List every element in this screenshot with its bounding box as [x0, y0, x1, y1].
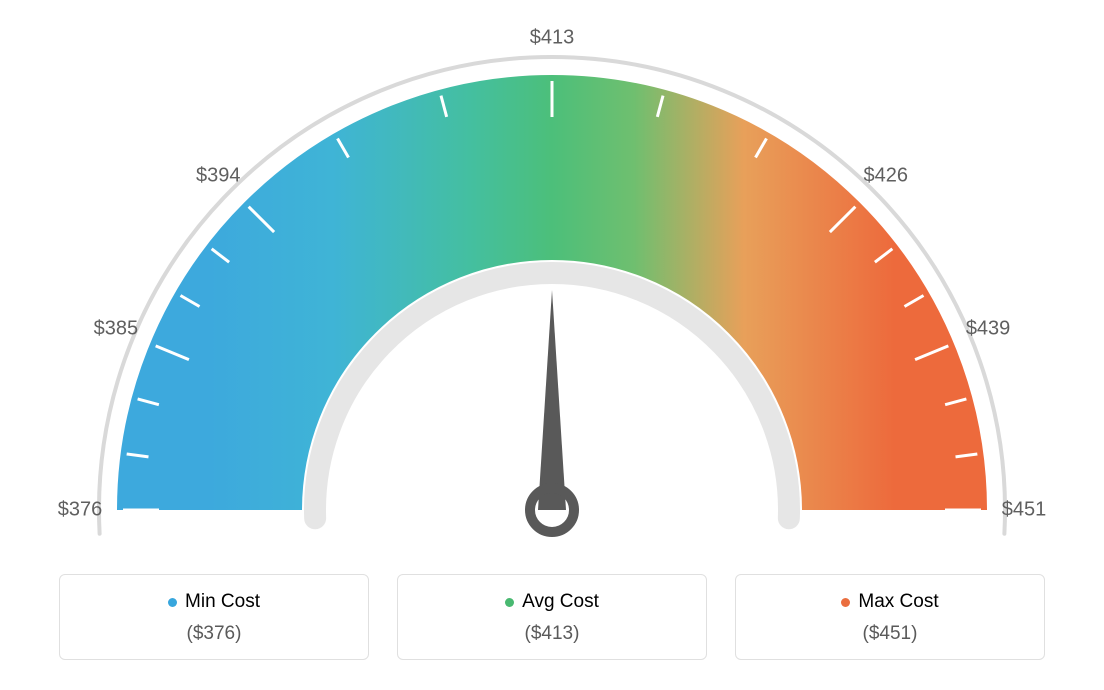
legend-card-avg: Avg Cost ($413)	[397, 574, 707, 660]
gauge-tick-label: $413	[530, 27, 575, 50]
gauge-tick-label: $426	[864, 165, 909, 188]
gauge-svg	[42, 10, 1062, 550]
legend-dot-avg	[505, 598, 514, 607]
gauge-tick-label: $385	[94, 318, 139, 341]
legend-dot-min	[168, 598, 177, 607]
gauge-tick-label: $439	[966, 318, 1011, 341]
legend-label-min: Min Cost	[185, 591, 260, 613]
legend-card-max: Max Cost ($451)	[735, 574, 1045, 660]
gauge-tick-label: $376	[58, 499, 103, 522]
legend-dot-max	[841, 598, 850, 607]
legend-value-max: ($451)	[746, 623, 1034, 645]
legend-label-max: Max Cost	[858, 591, 938, 613]
gauge-tick-label: $394	[196, 165, 241, 188]
gauge-tick-label: $451	[1002, 499, 1047, 522]
legend-value-avg: ($413)	[408, 623, 696, 645]
legend-card-min: Min Cost ($376)	[59, 574, 369, 660]
legend-label-avg: Avg Cost	[522, 591, 599, 613]
gauge-chart: $376 $385 $394 $413 $426 $439 $451	[42, 10, 1062, 555]
legend-value-min: ($376)	[70, 623, 358, 645]
legend-row: Min Cost ($376) Avg Cost ($413) Max Cost…	[0, 574, 1104, 660]
